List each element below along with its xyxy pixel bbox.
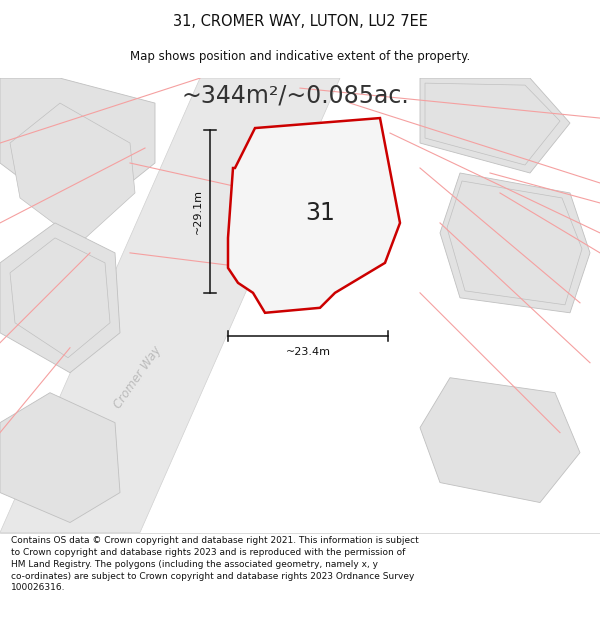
Text: 31, CROMER WAY, LUTON, LU2 7EE: 31, CROMER WAY, LUTON, LU2 7EE xyxy=(173,14,427,29)
Text: Contains OS data © Crown copyright and database right 2021. This information is : Contains OS data © Crown copyright and d… xyxy=(11,536,419,592)
Polygon shape xyxy=(0,78,340,532)
Polygon shape xyxy=(0,392,120,522)
Text: 31: 31 xyxy=(305,201,335,225)
Polygon shape xyxy=(420,378,580,503)
Polygon shape xyxy=(425,83,560,165)
Polygon shape xyxy=(0,78,155,223)
Text: ~344m²/~0.085ac.: ~344m²/~0.085ac. xyxy=(181,83,409,107)
Polygon shape xyxy=(440,173,590,312)
Polygon shape xyxy=(10,238,110,358)
Text: Map shows position and indicative extent of the property.: Map shows position and indicative extent… xyxy=(130,50,470,62)
Polygon shape xyxy=(10,103,135,243)
Text: ~29.1m: ~29.1m xyxy=(193,189,203,234)
Polygon shape xyxy=(447,181,582,305)
Text: Cromer Way: Cromer Way xyxy=(112,344,164,411)
Polygon shape xyxy=(420,78,570,173)
Text: ~23.4m: ~23.4m xyxy=(286,347,331,357)
Polygon shape xyxy=(228,118,400,312)
Polygon shape xyxy=(0,223,120,372)
